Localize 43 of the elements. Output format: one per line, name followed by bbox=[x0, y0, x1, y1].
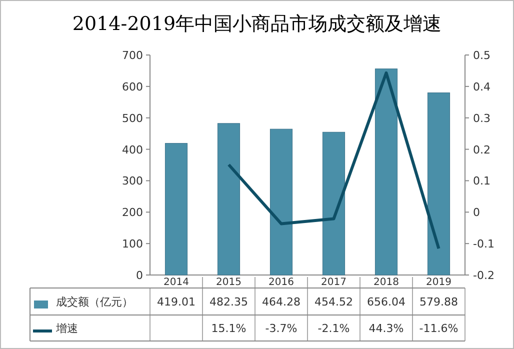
y-tick-label: 700 bbox=[122, 49, 143, 62]
data-label: -2.1% bbox=[318, 322, 350, 335]
bar bbox=[217, 123, 240, 276]
y-tick-label: 100 bbox=[122, 238, 143, 251]
data-label: -11.6% bbox=[419, 322, 458, 335]
data-label: 454.52 bbox=[314, 296, 353, 308]
chart-title: 2014-2019年中国小商品市场成交额及增速 bbox=[72, 13, 442, 35]
data-label: 464.28 bbox=[262, 296, 300, 308]
legend-label: 增速 bbox=[55, 322, 78, 335]
y2-tick-label: 0.4 bbox=[473, 80, 490, 94]
data-label: 15.1% bbox=[211, 322, 246, 335]
data-label: 579.88 bbox=[420, 296, 458, 308]
x-tick-label: 2019 bbox=[426, 277, 452, 288]
bar bbox=[322, 132, 346, 276]
x-tick-label: 2017 bbox=[321, 277, 346, 288]
data-label: -3.7% bbox=[265, 322, 298, 335]
x-tick-label: 2014 bbox=[164, 277, 189, 288]
data-label: 419.01 bbox=[157, 296, 196, 308]
bar bbox=[427, 92, 450, 276]
bar bbox=[374, 68, 398, 276]
y2-tick-label: 0.1 bbox=[473, 174, 490, 188]
x-tick-label: 2016 bbox=[268, 277, 294, 288]
bar bbox=[270, 128, 293, 276]
y2-tick-label: 0.3 bbox=[473, 112, 490, 125]
y2-tick-label: 0.2 bbox=[473, 143, 490, 156]
data-label: 656.04 bbox=[367, 296, 406, 308]
bar bbox=[164, 143, 188, 276]
y-tick-label: 200 bbox=[122, 206, 143, 220]
y-tick-label: 400 bbox=[122, 143, 143, 156]
y2-tick-label: 0.5 bbox=[473, 49, 490, 62]
x-tick-label: 2015 bbox=[216, 277, 242, 288]
y2-tick-label: -0.2 bbox=[473, 269, 494, 282]
y2-tick-label: 0 bbox=[473, 206, 480, 220]
y-tick-label: 300 bbox=[122, 174, 143, 188]
line-series bbox=[227, 71, 440, 250]
x-tick-label: 2018 bbox=[374, 277, 399, 288]
data-label: 482.35 bbox=[210, 296, 248, 308]
y2-tick-label: -0.1 bbox=[473, 238, 494, 251]
legend-label: 成交额（亿元） bbox=[56, 296, 133, 308]
y-tick-label: 500 bbox=[122, 112, 143, 125]
y-tick-label: 0 bbox=[136, 269, 143, 282]
y-tick-label: 600 bbox=[122, 80, 143, 94]
data-label: 44.3% bbox=[368, 322, 404, 335]
